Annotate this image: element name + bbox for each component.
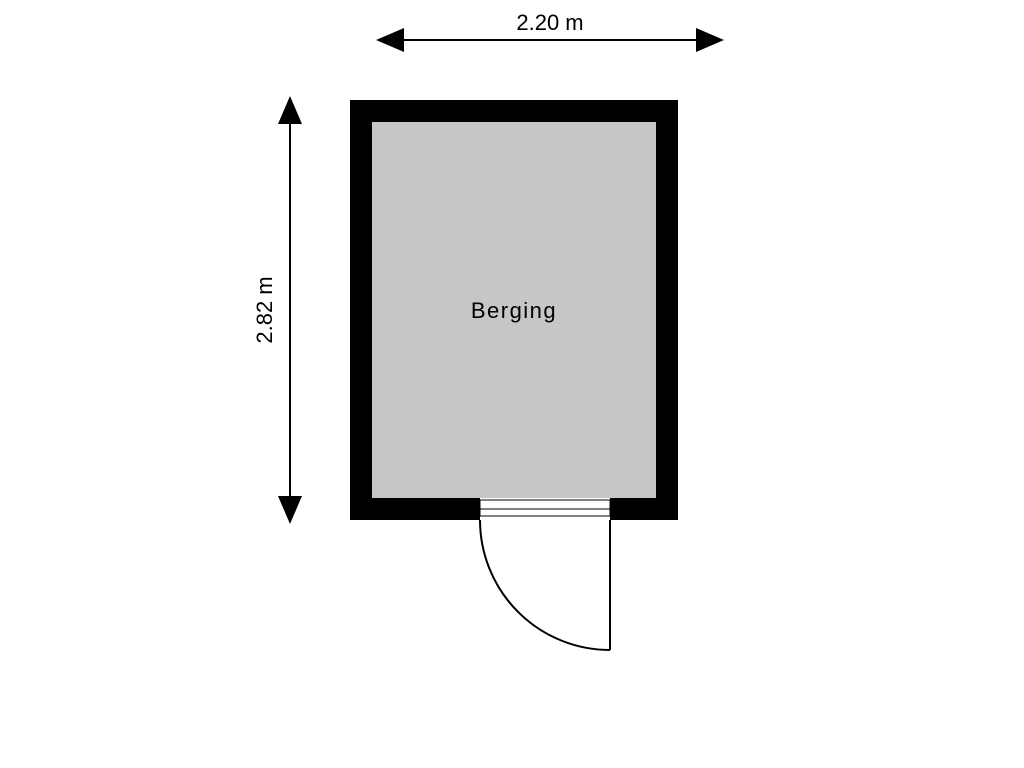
door-swing-arc — [480, 520, 610, 650]
door-threshold — [480, 500, 610, 516]
dimension-label-width: 2.20 m — [516, 10, 583, 35]
room-label: Berging — [471, 298, 557, 323]
dimension-label-height: 2.82 m — [252, 276, 277, 343]
floorplan-svg: Berging 2.20 m 2.82 m — [0, 0, 1024, 768]
